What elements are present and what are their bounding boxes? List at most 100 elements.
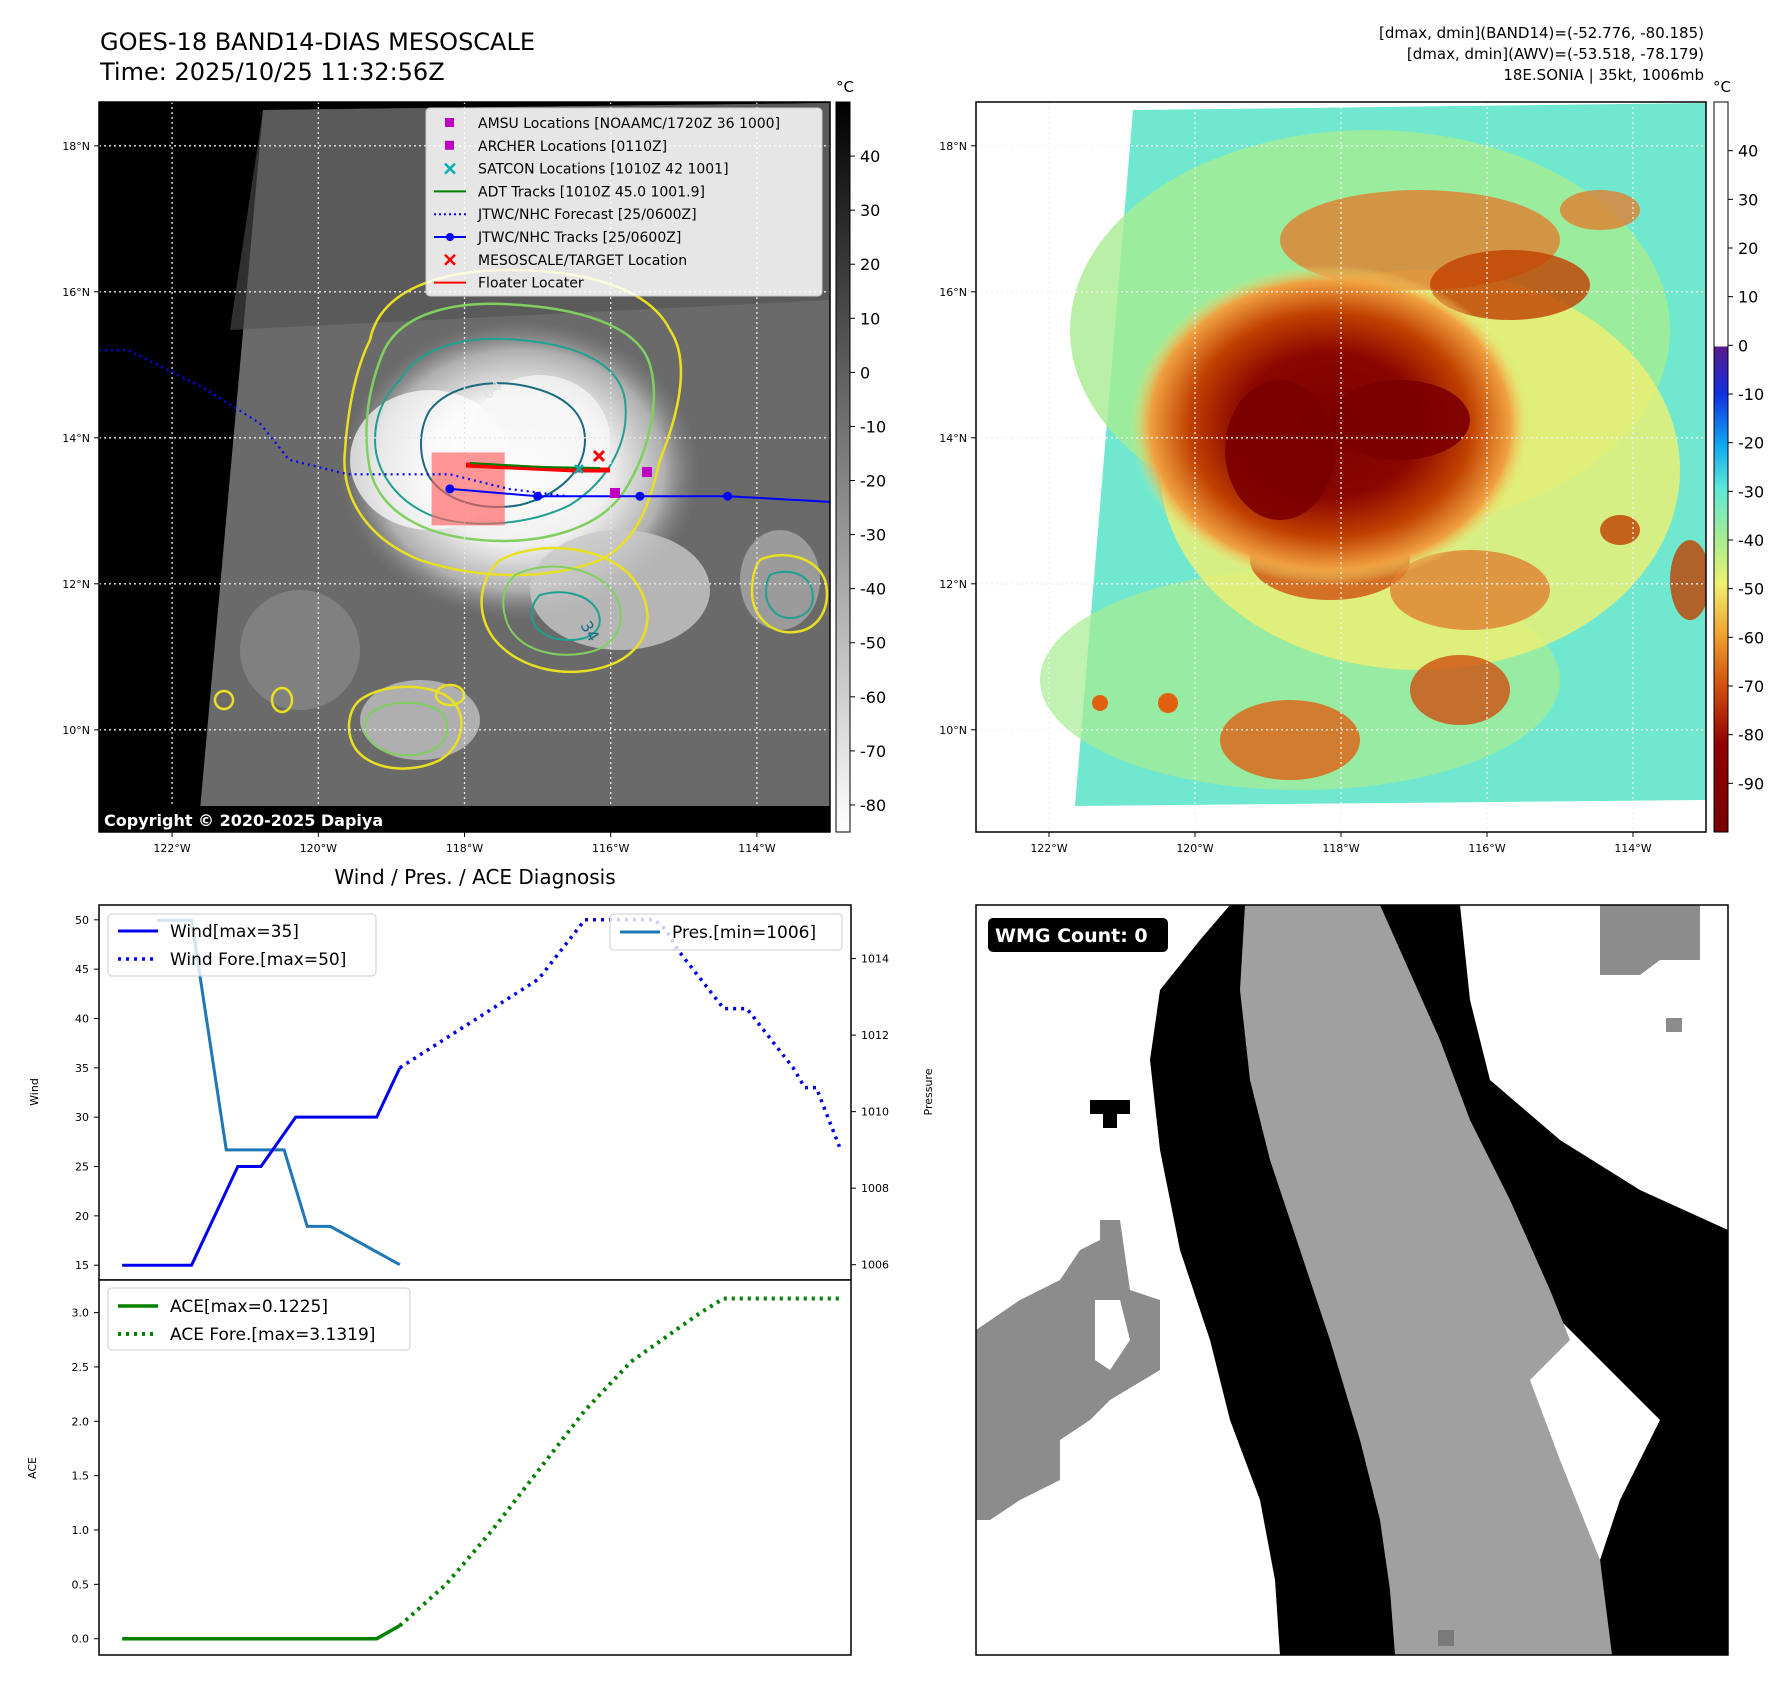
colorbar-tick-label: 40: [1738, 142, 1758, 161]
wmg-frame: [975, 904, 1729, 1656]
colorbar-tick-label: -90: [1738, 774, 1764, 793]
colorbar-tick-label: -40: [1738, 531, 1764, 550]
colorbar-tick-label: 10: [1738, 288, 1758, 307]
legend-marker: [445, 140, 454, 150]
legend-label: AMSU Locations [NOAAMC/1720Z 36 1000]: [478, 116, 780, 132]
wmg-panel: WMG Count: 0: [975, 904, 1729, 1656]
colorbar-tick-label: -80: [1738, 726, 1764, 745]
wind-forecast-legend-label: Wind Fore.[max=50]: [170, 950, 346, 970]
ace-tick-label: 3.0: [72, 1307, 90, 1320]
wmg-count-badge: [988, 918, 1168, 952]
awv-colorbar: °C 40 30 20 10 0 -10 -20 -30 -40 -50 -60 -70 -80 -90: [1713, 78, 1764, 833]
pressure-ylabel: Pressure: [922, 1068, 935, 1115]
satcon-marker: [574, 464, 584, 474]
colorbar-tick-label: 40: [860, 147, 880, 166]
mesoscale-target-marker: [592, 449, 606, 463]
ace-tick-label: 1.5: [72, 1470, 90, 1483]
lat-label: 12°N: [939, 578, 967, 591]
map-gridlines-right: [976, 102, 1706, 832]
lon-label: 118°W: [1322, 842, 1359, 855]
pressure-tick-label: 1012: [861, 1029, 889, 1042]
colorbar-tick-label: 30: [1738, 190, 1758, 209]
legend-label: ARCHER Locations [0110Z]: [478, 139, 667, 155]
ace-yticks: 3.0 2.5 2.0 1.5 1.0 0.5 0.0: [72, 1307, 99, 1646]
wind-forecast-series: [398, 918, 842, 1148]
legend-marker: [444, 162, 456, 175]
wind-pressure-panel: 50 45 40 35 30 25 20 15 1014 1012 1010 1008 1006 Wi…: [28, 904, 935, 1281]
colorbar-tick-label: 30: [860, 201, 880, 220]
figure-title-line2: Time: 2025/10/25 11:32:56Z: [99, 58, 445, 86]
colorbar-tick-label: -20: [1738, 434, 1764, 453]
legend-label: JTWC/NHC Tracks [25/0600Z]: [477, 230, 681, 246]
jtwc-track-point: [723, 491, 733, 501]
diagnosis-title: Wind / Pres. / ACE Diagnosis: [334, 865, 615, 889]
ace-tick-label: 0.5: [72, 1578, 90, 1591]
lon-label: 120°W: [300, 842, 337, 855]
wind-tick-label: 35: [75, 1062, 89, 1075]
floater-locater-line: [465, 462, 610, 473]
colorbar-tick-label: -10: [860, 417, 886, 436]
map-legend: AMSU Locations [NOAAMC/1720Z 36 1000] ARC…: [425, 107, 823, 297]
lon-label: 114°W: [1614, 842, 1651, 855]
wind-ylabel: Wind: [28, 1078, 41, 1106]
colorbar-tick-label: -60: [1738, 628, 1764, 647]
ace-forecast-series: [398, 1296, 840, 1628]
jtwc-track-point: [855, 499, 864, 508]
legend-marker: [444, 253, 456, 266]
wmg-gray-patch-top-right: [1600, 905, 1700, 975]
wmg-gray-patch-left: [976, 1220, 1160, 1520]
lon-label: 114°W: [738, 842, 775, 855]
info-line3: 18E.SONIA | 35kt, 1006mb: [1503, 66, 1704, 84]
jtwc-track-point: [445, 484, 455, 494]
pressure-legend: Pres.[min=1006]: [609, 913, 843, 951]
lon-label: 122°W: [153, 842, 190, 855]
wind-series: [122, 1067, 402, 1267]
ace-tick-label: 0.0: [72, 1633, 90, 1646]
wind-tick-label: 30: [75, 1111, 89, 1124]
pressure-tick-label: 1014: [861, 953, 889, 966]
colorbar-tick-label: 20: [860, 255, 880, 274]
colorbar-tick-label: -60: [860, 688, 886, 707]
legend-marker: [446, 233, 454, 241]
colorbar-tick-label: 0: [1738, 336, 1748, 355]
wind-tick-label: 45: [75, 963, 89, 976]
lat-label: 14°N: [62, 432, 90, 445]
pressure-tick-label: 1008: [861, 1182, 889, 1195]
lon-label: 118°W: [446, 842, 483, 855]
pressure-yticks: 1014 1012 1010 1008 1006: [851, 953, 889, 1272]
colorbar-tick-label: -70: [860, 742, 886, 761]
ace-legend-label: ACE[max=0.1225]: [170, 1297, 328, 1317]
amsu-marker: [642, 467, 652, 477]
colorbar-tick-label: -30: [860, 526, 886, 545]
jtwc-track-point: [533, 491, 543, 501]
legend-marker: [445, 118, 454, 127]
lon-label: 116°W: [1468, 842, 1505, 855]
colorbar-tick-label: 20: [1738, 239, 1758, 258]
colorbar-unit-right: °C: [1713, 78, 1731, 96]
legend-label: Floater Locater: [478, 276, 584, 292]
pressure-tick-label: 1006: [861, 1259, 889, 1272]
pressure-legend-label: Pres.[min=1006]: [672, 923, 816, 943]
info-line1: [dmax, dmin](BAND14)=(-52.776, -80.185): [1379, 24, 1704, 42]
legend-label: SATCON Locations [1010Z 42 1001]: [478, 162, 729, 178]
lon-label: 120°W: [1176, 842, 1213, 855]
colorbar-tick-label: -40: [860, 580, 886, 599]
lon-label: 116°W: [592, 842, 629, 855]
contour-teal: [373, 337, 627, 525]
wind-yticks: 50 45 40 35 30 25 20 15: [75, 914, 99, 1272]
ace-legend: ACE[max=0.1225] ACE Fore.[max=3.1319]: [107, 1287, 411, 1351]
ace-ylabel: ACE: [26, 1457, 39, 1479]
wmg-gray-band: [1240, 905, 1612, 1655]
band14-colorbar: °C 40 30 20 10 0 -10 -20 -30 -40 -50 -60 -70 -80: [835, 78, 886, 833]
info-line2: [dmax, dmin](AWV)=(-53.518, -78.179): [1407, 45, 1704, 63]
wind-tick-label: 20: [75, 1210, 89, 1223]
lat-label: 10°N: [62, 724, 90, 737]
colorbar-tick-label: -10: [1738, 385, 1764, 404]
colorbar-tick-label: -50: [1738, 580, 1764, 599]
ace-series: [122, 1624, 401, 1641]
copyright-text: Copyright © 2020-2025 Dapiya: [104, 811, 383, 830]
contour-blue: [420, 382, 587, 508]
jtwc-track-point: [635, 491, 645, 501]
lat-label: 10°N: [939, 724, 967, 737]
